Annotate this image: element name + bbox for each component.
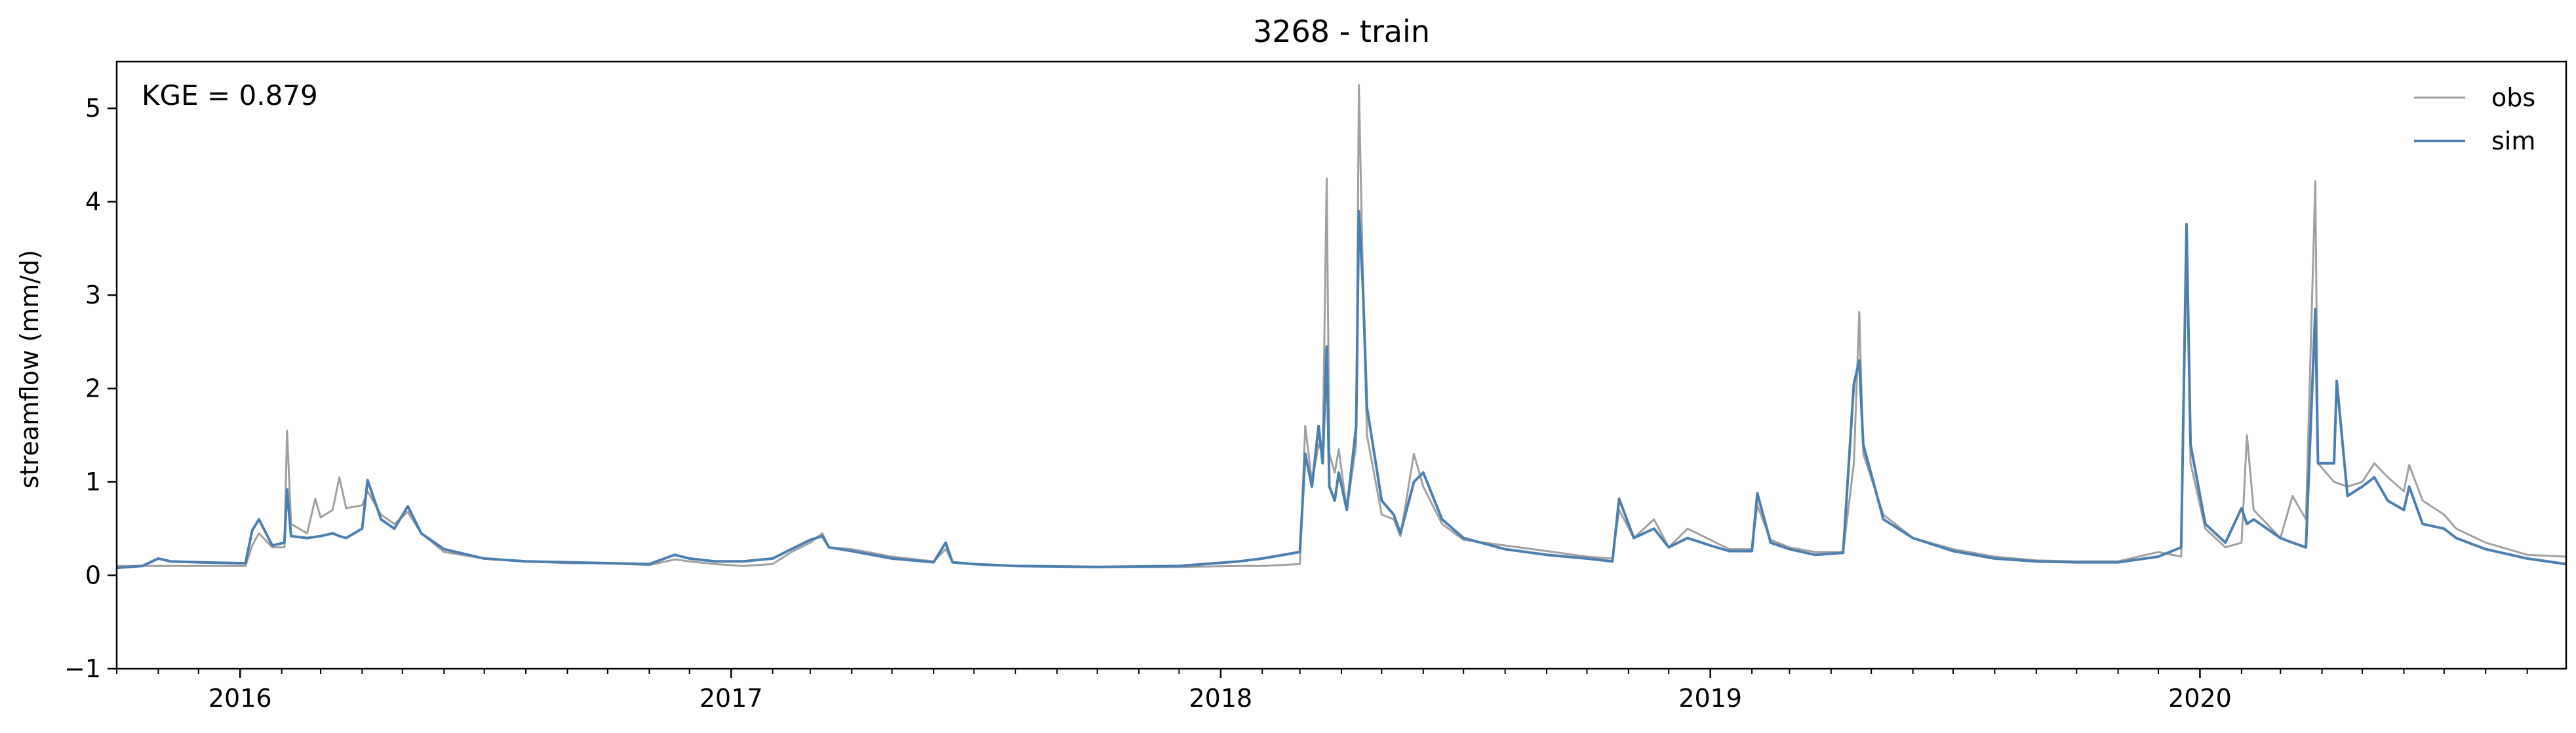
y-axis: −1 0 1 2 3 4 5 xyxy=(64,94,117,683)
x-tick-label: 2016 xyxy=(208,684,272,713)
y-tick-label: 0 xyxy=(85,561,101,590)
kge-annotation: KGE = 0.879 xyxy=(142,79,318,111)
series-line-sim xyxy=(116,209,2567,570)
x-tick-label: 2019 xyxy=(1678,684,1742,713)
y-tick-label: 2 xyxy=(85,374,101,403)
y-tick-label: 4 xyxy=(85,188,101,216)
y-axis-label: streamflow (mm/d) xyxy=(15,250,44,488)
y-tick-label: 1 xyxy=(85,467,101,496)
y-tick-label: −1 xyxy=(64,654,101,683)
x-tick-label: 2017 xyxy=(700,684,763,713)
x-tick-label: 2018 xyxy=(1189,684,1253,713)
y-tick-label: 3 xyxy=(85,281,101,309)
legend-sim-label: sim xyxy=(2491,127,2535,155)
y-tick-label: 5 xyxy=(85,94,101,123)
x-tick-label: 2020 xyxy=(2168,684,2232,713)
x-axis: 2016 2017 2018 2019 2020 xyxy=(116,669,2528,713)
legend: obs sim xyxy=(2414,83,2535,155)
series-layer xyxy=(116,84,2567,570)
chart-title: 3268 - train xyxy=(1253,14,1430,49)
legend-obs-label: obs xyxy=(2491,83,2535,112)
